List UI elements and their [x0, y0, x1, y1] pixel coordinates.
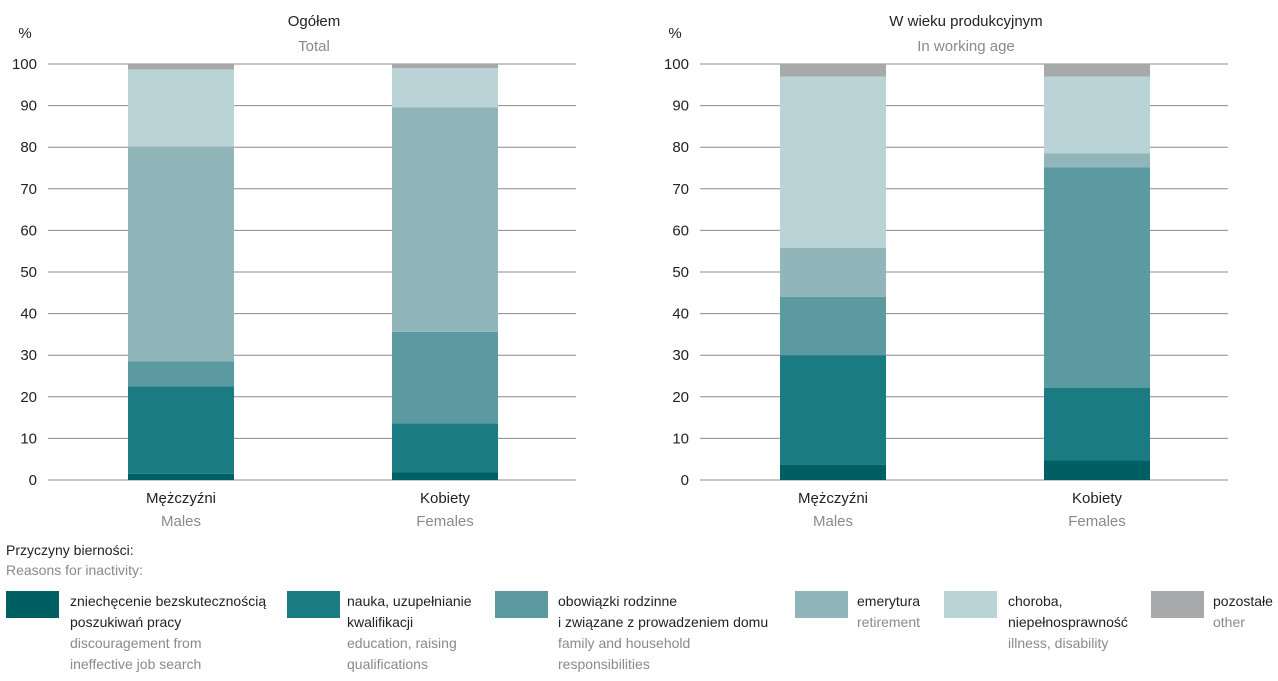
bar-segment-education [780, 355, 886, 464]
legend-text: emerytura retirement [857, 591, 920, 633]
legend-label-en: illness, disability [1008, 633, 1128, 654]
bar-segment-discouragement [780, 465, 886, 480]
x-tick-label-en: Females [1068, 513, 1126, 530]
y-axis-label: % [668, 25, 681, 42]
bar-segment-retirement [392, 107, 498, 332]
legend-label-pl-2: poszukiwań pracy [70, 612, 266, 633]
bar-segment-retirement [1044, 153, 1150, 167]
chart-subtitle: In working age [917, 38, 1015, 55]
chart-subtitle: Total [298, 38, 330, 55]
bar-segment-retirement [128, 146, 234, 361]
y-tick-label: 60 [672, 222, 689, 239]
bar-segment-illness [1044, 76, 1150, 153]
legend-text: choroba, niepełnosprawność illness, disa… [1008, 591, 1128, 654]
legend-label-pl: obowiązki rodzinne [558, 591, 768, 612]
legend-label-en: family and household [558, 633, 768, 654]
y-tick-label: 10 [672, 430, 689, 447]
legend-swatch-discouragement [6, 591, 59, 618]
legend-text: obowiązki rodzinne i związane z prowadze… [558, 591, 768, 675]
y-tick-label: 90 [672, 98, 689, 115]
y-tick-label: 20 [20, 389, 37, 406]
legend-label-en-2: responsibilities [558, 654, 768, 675]
legend-label-pl-2: i związane z prowadzeniem domu [558, 612, 768, 633]
chart-title: W wieku produkcyjnym [889, 13, 1042, 30]
y-tick-label: 100 [664, 56, 689, 73]
bar-segment-illness [128, 69, 234, 146]
y-tick-label: 0 [681, 472, 689, 489]
bar-segment-discouragement [128, 474, 234, 480]
bar-segment-retirement [780, 248, 886, 297]
charts-canvas: OgółemTotal%0102030405060708090100Mężczy… [0, 0, 1278, 535]
y-tick-label: 70 [20, 181, 37, 198]
x-tick-label: Mężczyźni [146, 490, 216, 507]
y-tick-label: 50 [672, 264, 689, 281]
bar-segment-other [392, 64, 498, 68]
legend-text: nauka, uzupełnianie kwalifikacji educati… [347, 591, 472, 675]
legend-label-pl-2: kwalifikacji [347, 612, 472, 633]
legend-swatch-education [287, 591, 340, 618]
legend-heading: Przyczyny bierności: Reasons for inactiv… [6, 540, 143, 580]
legend-label-pl-2: niepełnosprawność [1008, 612, 1128, 633]
x-tick-label: Mężczyźni [798, 490, 868, 507]
chart-title: Ogółem [288, 13, 341, 30]
bar-segment-education [128, 386, 234, 473]
y-tick-label: 90 [20, 98, 37, 115]
legend-label-en: education, raising [347, 633, 472, 654]
legend-label-pl: nauka, uzupełnianie [347, 591, 472, 612]
bar-segment-family [780, 297, 886, 355]
legend-text: zniechęcenie bezskutecznością poszukiwań… [70, 591, 266, 675]
bar-segment-education [1044, 388, 1150, 461]
legend-swatch-other [1151, 591, 1204, 618]
x-tick-label-en: Males [813, 513, 853, 530]
y-tick-label: 40 [20, 306, 37, 323]
y-tick-label: 0 [29, 472, 37, 489]
bar-segment-other [780, 64, 886, 76]
x-tick-label-en: Females [416, 513, 474, 530]
bar-segment-illness [780, 76, 886, 247]
y-tick-label: 60 [20, 222, 37, 239]
legend-heading-pl: Przyczyny bierności: [6, 540, 143, 560]
y-tick-label: 100 [12, 56, 37, 73]
y-axis-label: % [18, 25, 31, 42]
legend-label-pl: pozostałe [1213, 591, 1273, 612]
y-tick-label: 80 [672, 139, 689, 156]
legend-label-en: other [1213, 612, 1273, 633]
y-tick-label: 20 [672, 389, 689, 406]
legend-label-pl: emerytura [857, 591, 920, 612]
bar-segment-illness [392, 68, 498, 107]
bar-segment-education [392, 423, 498, 472]
y-tick-label: 50 [20, 264, 37, 281]
y-tick-label: 30 [20, 347, 37, 364]
legend-label-en-2: qualifications [347, 654, 472, 675]
bar-segment-family [128, 361, 234, 386]
y-tick-label: 70 [672, 181, 689, 198]
bar-segment-discouragement [1044, 460, 1150, 480]
legend-label-pl: choroba, [1008, 591, 1128, 612]
legend-label-en-2: ineffective job search [70, 654, 266, 675]
bar-segment-other [128, 64, 234, 69]
y-tick-label: 10 [20, 430, 37, 447]
x-tick-label-en: Males [161, 513, 201, 530]
bar-segment-family [392, 332, 498, 424]
y-tick-label: 40 [672, 306, 689, 323]
x-tick-label: Kobiety [420, 490, 471, 507]
bar-segment-family [1044, 167, 1150, 387]
bar-segment-other [1044, 64, 1150, 76]
y-tick-label: 30 [672, 347, 689, 364]
y-tick-label: 80 [20, 139, 37, 156]
legend-label-en: discouragement from [70, 633, 266, 654]
legend-text: pozostałe other [1213, 591, 1273, 633]
legend-swatch-family [495, 591, 548, 618]
x-tick-label: Kobiety [1072, 490, 1123, 507]
legend-swatch-illness [944, 591, 997, 618]
legend-label-en: retirement [857, 612, 920, 633]
legend-label-pl: zniechęcenie bezskutecznością [70, 591, 266, 612]
legend-swatch-retirement [795, 591, 848, 618]
legend-heading-en: Reasons for inactivity: [6, 560, 143, 580]
bar-segment-discouragement [392, 473, 498, 480]
